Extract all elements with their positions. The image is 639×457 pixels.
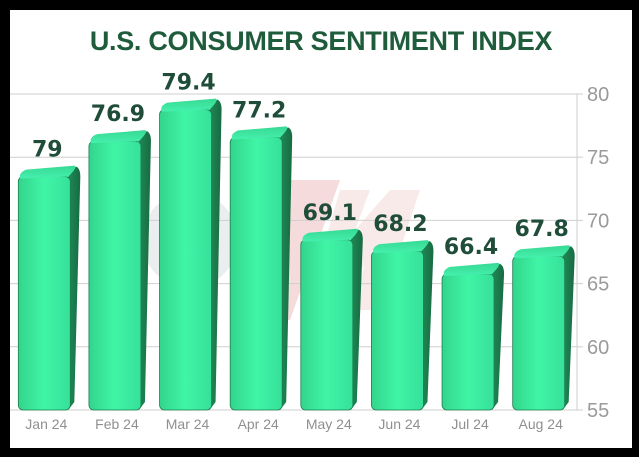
bar-side xyxy=(562,246,575,410)
bar-side xyxy=(209,99,222,411)
bar xyxy=(300,228,363,411)
x-tick-label: Jun 24 xyxy=(378,416,420,432)
bar-side xyxy=(421,241,434,410)
data-label: 66.4 xyxy=(444,235,498,260)
bar-top xyxy=(443,262,500,276)
data-label: 77.2 xyxy=(232,98,286,123)
x-tick-label: Aug 24 xyxy=(519,416,564,432)
bar-front xyxy=(512,255,566,411)
bar-chart: 79 76.9 79.4 77.2 69.1 68.2 66.4 67.8 55 60 65 70 7… xyxy=(10,71,609,432)
bar-side xyxy=(350,229,363,410)
bar-front xyxy=(159,109,212,411)
data-label: 76.9 xyxy=(91,102,145,127)
bar-top xyxy=(19,165,76,179)
bar-top xyxy=(231,126,288,140)
bar-front xyxy=(300,239,354,411)
bar-top xyxy=(373,240,429,254)
bar-front xyxy=(371,250,424,411)
bar-top xyxy=(161,98,217,112)
data-label: 69.1 xyxy=(303,201,357,226)
x-tick-label: Apr 24 xyxy=(238,416,279,432)
bar xyxy=(159,98,222,411)
chart-panel: U.S. CONSUMER SENTIMENT INDEX 79 76.9 79.4… xyxy=(10,10,632,448)
bar xyxy=(512,245,575,411)
y-tick-label: 65 xyxy=(587,274,609,296)
bar-front xyxy=(441,273,495,411)
bar-top xyxy=(90,130,147,144)
bar xyxy=(17,165,81,411)
bar-side xyxy=(138,131,151,410)
data-label: 79 xyxy=(32,138,63,163)
x-tick-label: Jul 24 xyxy=(451,416,489,432)
x-tick-label: Feb 24 xyxy=(95,416,139,432)
data-label: 68.2 xyxy=(373,212,427,237)
bar xyxy=(229,126,293,411)
bar-front xyxy=(17,176,71,411)
y-tick-label: 75 xyxy=(587,147,609,169)
y-tick-label: 80 xyxy=(587,84,609,106)
bar xyxy=(371,240,434,411)
x-tick-label: May 24 xyxy=(306,416,352,432)
y-tick-label: 70 xyxy=(587,210,609,232)
bar-front xyxy=(88,140,142,411)
bar-side xyxy=(280,127,293,410)
bar xyxy=(88,130,151,411)
x-tick-label: Mar 24 xyxy=(166,416,210,432)
bar-top xyxy=(302,228,358,242)
bar-front xyxy=(229,136,283,411)
bar-side xyxy=(492,263,505,410)
bar-top xyxy=(514,245,570,259)
bar-side xyxy=(68,166,81,410)
data-label: 67.8 xyxy=(515,217,569,242)
bar xyxy=(441,262,505,411)
y-tick-label: 60 xyxy=(587,337,609,359)
x-tick-label: Jan 24 xyxy=(25,416,67,432)
data-label: 79.4 xyxy=(161,71,215,96)
y-tick-label: 55 xyxy=(587,400,609,422)
chart-title: U.S. CONSUMER SENTIMENT INDEX xyxy=(89,26,553,56)
